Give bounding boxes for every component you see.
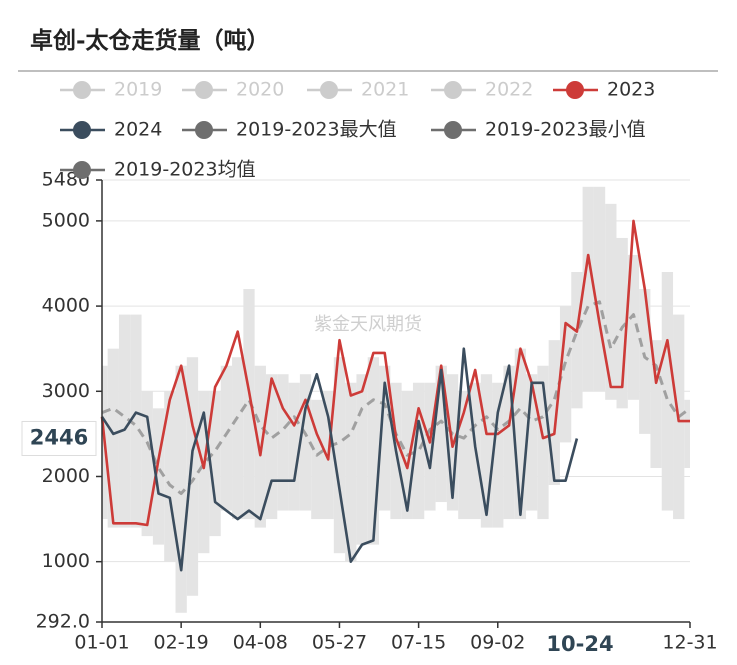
legend-item[interactable]: 2023 bbox=[553, 79, 655, 101]
range-band bbox=[220, 365, 233, 511]
range-band bbox=[164, 391, 176, 562]
x-tick-label: 02-19 bbox=[154, 632, 209, 654]
x-tick-label: 01-01 bbox=[74, 632, 129, 654]
range-band bbox=[265, 374, 278, 520]
legend-marker bbox=[73, 81, 91, 99]
legend-marker bbox=[195, 81, 213, 99]
legend-item[interactable]: 2019-2023最小值 bbox=[431, 119, 646, 141]
watermark: 紫金天风期货 bbox=[314, 314, 422, 335]
y-tick-label: 3000 bbox=[42, 380, 90, 402]
legend-label: 2019-2023最小值 bbox=[485, 119, 646, 141]
x-tick-label: 09-02 bbox=[470, 632, 525, 654]
range-band bbox=[288, 382, 300, 511]
legend-marker bbox=[444, 81, 462, 99]
x-tick-label: 07-15 bbox=[391, 632, 446, 654]
chart-title: 卓创-太仓走货量（吨） bbox=[30, 27, 270, 54]
range-band bbox=[537, 365, 549, 520]
legend-item[interactable]: 2019 bbox=[60, 79, 162, 101]
legend-label: 2020 bbox=[236, 79, 284, 101]
legend-label: 2019-2023均值 bbox=[114, 159, 256, 181]
range-band bbox=[356, 374, 368, 545]
range-band bbox=[141, 391, 153, 537]
legend-label: 2023 bbox=[607, 79, 655, 101]
legend-marker bbox=[320, 81, 338, 99]
range-band bbox=[424, 382, 436, 511]
range-band bbox=[345, 382, 357, 562]
range-band bbox=[684, 399, 690, 468]
range-band bbox=[107, 348, 119, 528]
range-band bbox=[526, 374, 538, 511]
x-tick-label: 05-27 bbox=[312, 632, 367, 654]
range-band bbox=[627, 254, 640, 400]
series-line bbox=[100, 347, 579, 572]
range-band bbox=[503, 365, 515, 520]
x-tick-label: 04-08 bbox=[233, 632, 288, 654]
y-tick-label: 292.0 bbox=[36, 611, 90, 633]
range-band bbox=[616, 237, 628, 409]
legend-marker bbox=[73, 121, 91, 139]
range-band bbox=[299, 374, 312, 511]
crosshair-x-box bbox=[535, 625, 625, 663]
range-band bbox=[639, 289, 651, 434]
legend-item[interactable]: 2024 bbox=[60, 119, 162, 141]
crosshair-y-label: 2446 bbox=[30, 425, 88, 449]
range-band bbox=[277, 374, 289, 511]
range-band bbox=[118, 314, 131, 528]
y-tick-label: 5000 bbox=[42, 209, 90, 231]
legend-label: 2022 bbox=[485, 79, 533, 101]
legend-marker bbox=[566, 81, 584, 99]
range-band bbox=[232, 357, 244, 520]
range-band bbox=[367, 357, 380, 545]
legend-marker bbox=[73, 161, 91, 179]
range-band bbox=[209, 391, 221, 537]
range-band bbox=[130, 314, 142, 528]
legend-item[interactable]: 2020 bbox=[182, 79, 284, 101]
legend-label: 2019 bbox=[114, 79, 162, 101]
range-band bbox=[492, 382, 504, 528]
range-band bbox=[311, 399, 323, 520]
legend-label: 2024 bbox=[114, 119, 162, 141]
range-band bbox=[412, 382, 425, 520]
y-tick-label: 4000 bbox=[42, 295, 90, 317]
legend-item[interactable]: 2019-2023最大值 bbox=[182, 119, 397, 141]
crosshair-y-box bbox=[21, 420, 97, 456]
range-band bbox=[175, 365, 187, 613]
legend-label: 2019-2023最大值 bbox=[236, 119, 397, 141]
range-band bbox=[582, 186, 594, 392]
range-band bbox=[480, 374, 493, 528]
range-band bbox=[435, 365, 447, 503]
range-band bbox=[571, 272, 583, 409]
range-band bbox=[605, 203, 617, 400]
legend-label: 2021 bbox=[361, 79, 409, 101]
legend-marker bbox=[444, 121, 462, 139]
x-tick-label: 12-31 bbox=[662, 632, 717, 654]
legend-item[interactable]: 2022 bbox=[431, 79, 533, 101]
legend-item[interactable]: 2021 bbox=[307, 79, 409, 101]
series-line bbox=[100, 219, 690, 527]
crosshair-x-label: 10-24 bbox=[546, 632, 613, 656]
range-band bbox=[514, 348, 527, 520]
y-tick-label: 2000 bbox=[42, 465, 90, 487]
range-band bbox=[559, 306, 572, 443]
legend-marker bbox=[195, 121, 213, 139]
range-band bbox=[593, 186, 606, 392]
range-band bbox=[333, 357, 346, 554]
range-band bbox=[152, 408, 165, 545]
range-band bbox=[650, 340, 662, 468]
y-tick-label: 1000 bbox=[42, 550, 90, 572]
legend-item[interactable]: 2019-2023均值 bbox=[60, 159, 256, 181]
range-band bbox=[198, 391, 210, 554]
range-band bbox=[458, 391, 470, 520]
range-band bbox=[548, 340, 560, 486]
range-band bbox=[379, 365, 391, 511]
range-band bbox=[186, 357, 199, 596]
range-band bbox=[243, 289, 255, 520]
range-band bbox=[661, 272, 674, 511]
